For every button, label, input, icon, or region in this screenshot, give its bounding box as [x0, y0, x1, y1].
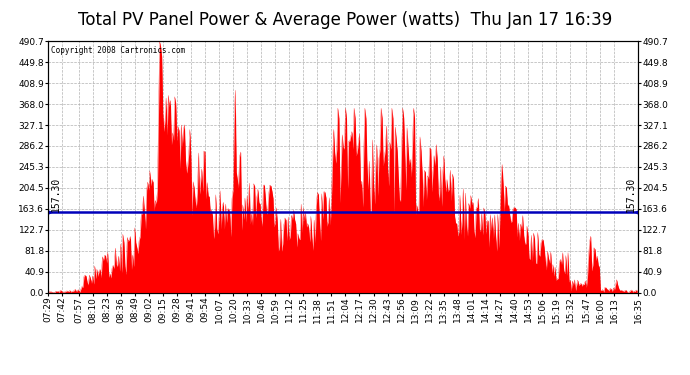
Text: Total PV Panel Power & Average Power (watts)  Thu Jan 17 16:39: Total PV Panel Power & Average Power (wa…	[78, 11, 612, 29]
Text: 157.30: 157.30	[626, 177, 636, 212]
Text: 157.30: 157.30	[50, 177, 61, 212]
Text: Copyright 2008 Cartronics.com: Copyright 2008 Cartronics.com	[51, 46, 186, 55]
